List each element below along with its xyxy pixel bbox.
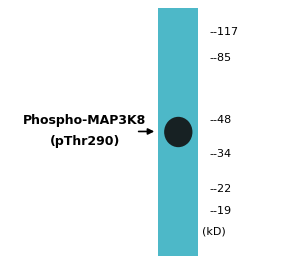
- Text: Phospho-MAP3K8: Phospho-MAP3K8: [23, 114, 147, 127]
- Text: --48: --48: [209, 115, 232, 125]
- Ellipse shape: [164, 117, 192, 147]
- Text: (pThr290): (pThr290): [50, 135, 120, 148]
- Text: --22: --22: [209, 184, 232, 194]
- Text: (kD): (kD): [202, 226, 226, 236]
- Bar: [158, 8, 198, 256]
- Text: --34: --34: [209, 149, 231, 159]
- Text: --19: --19: [209, 206, 231, 216]
- Text: --85: --85: [209, 53, 231, 63]
- Text: --117: --117: [209, 27, 239, 37]
